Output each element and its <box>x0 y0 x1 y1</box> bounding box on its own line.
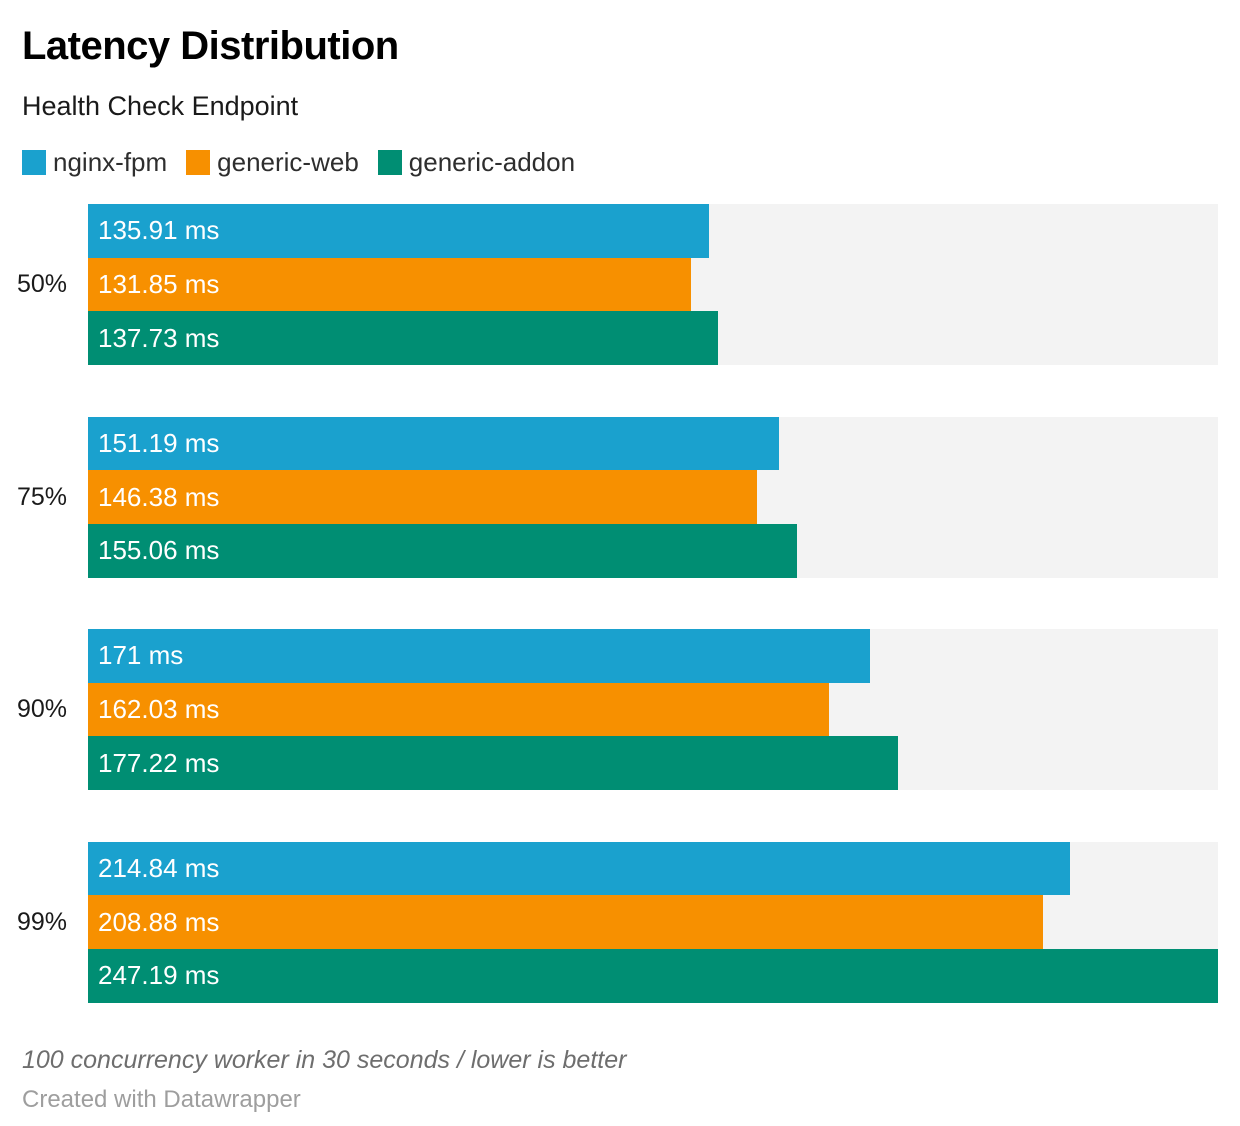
chart-note: 100 concurrency worker in 30 seconds / l… <box>22 1045 627 1074</box>
bar-value-label: 214.84 ms <box>98 852 220 883</box>
bar-value-label: 137.73 ms <box>98 322 220 353</box>
bar-nginx-fpm: 171 ms <box>88 629 870 683</box>
bar-nginx-fpm: 135.91 ms <box>88 204 710 258</box>
bar-nginx-fpm: 151.19 ms <box>88 416 780 471</box>
bar-value-label: 177.22 ms <box>98 747 220 778</box>
bar-row: 247.19 ms <box>88 948 1218 1003</box>
legend-item-generic-web: generic-web <box>186 149 359 175</box>
bar-row: 162.03 ms <box>88 682 1218 737</box>
bar-row: 155.06 ms <box>88 523 1218 578</box>
category-label: 90% <box>16 695 67 723</box>
bar-row: 177.22 ms <box>88 736 1218 791</box>
legend: nginx-fpm generic-web generic-addon <box>22 149 1218 175</box>
bar-group-99%: 99% 214.84 ms 208.88 ms 247.19 ms <box>16 841 1218 1003</box>
bar-row: 208.88 ms <box>88 895 1218 949</box>
legend-swatch-icon <box>186 149 211 175</box>
bar-group-90%: 90% 171 ms 162.03 ms 177.22 ms <box>16 629 1218 791</box>
legend-label: generic-addon <box>408 147 576 177</box>
bar-value-label: 247.19 ms <box>98 960 220 991</box>
bar-generic-addon: 137.73 ms <box>88 311 718 366</box>
bar-row: 214.84 ms <box>88 841 1218 896</box>
legend-label: nginx-fpm <box>53 147 168 177</box>
bar-value-label: 151.19 ms <box>98 427 220 458</box>
category-label: 99% <box>16 907 67 936</box>
bar-row: 135.91 ms <box>88 204 1218 258</box>
legend-item-generic-addon: generic-addon <box>377 147 576 177</box>
bar-generic-addon: 247.19 ms <box>88 948 1218 1003</box>
legend-swatch-icon <box>377 149 402 175</box>
bar-value-label: 146.38 ms <box>98 481 220 512</box>
bar-group-75%: 75% 151.19 ms 146.38 ms 155.06 ms <box>16 416 1218 578</box>
bar-value-label: 162.03 ms <box>98 694 220 724</box>
bar-generic-addon: 155.06 ms <box>88 523 797 578</box>
bar-nginx-fpm: 214.84 ms <box>88 841 1071 896</box>
legend-label: generic-web <box>217 147 359 177</box>
bar-track: 214.84 ms 208.88 ms 247.19 ms <box>88 841 1218 1003</box>
chart-title: Latency Distribution <box>22 24 399 68</box>
bar-value-label: 171 ms <box>98 640 184 671</box>
grouped-bar-chart: 50% 135.91 ms 131.85 ms 137.73 ms 75% 151.19 … <box>16 204 1218 1003</box>
bar-generic-web: 208.88 ms <box>88 895 1043 949</box>
bar-track: 135.91 ms 131.85 ms 137.73 ms <box>88 204 1218 366</box>
bar-group-50%: 50% 135.91 ms 131.85 ms 137.73 ms <box>16 204 1218 366</box>
category-label: 50% <box>16 270 67 298</box>
bar-value-label: 155.06 ms <box>98 535 220 566</box>
bar-value-label: 135.91 ms <box>98 215 220 246</box>
bar-row: 137.73 ms <box>88 311 1218 366</box>
legend-item-nginx-fpm: nginx-fpm <box>22 149 167 175</box>
bar-row: 151.19 ms <box>88 416 1218 471</box>
bar-generic-web: 131.85 ms <box>88 257 691 312</box>
bar-row: 171 ms <box>88 629 1218 683</box>
chart-subtitle: Health Check Endpoint <box>22 91 299 121</box>
bar-value-label: 131.85 ms <box>98 269 220 299</box>
bar-generic-web: 146.38 ms <box>88 470 758 524</box>
bar-generic-web: 162.03 ms <box>88 682 829 737</box>
legend-swatch-icon <box>22 149 46 175</box>
datawrapper-attribution: Created with Datawrapper <box>22 1085 301 1113</box>
category-label: 75% <box>16 482 67 511</box>
bar-generic-addon: 177.22 ms <box>88 736 899 791</box>
bar-track: 171 ms 162.03 ms 177.22 ms <box>88 629 1218 791</box>
bar-track: 151.19 ms 146.38 ms 155.06 ms <box>88 416 1218 578</box>
bar-row: 131.85 ms <box>88 257 1218 312</box>
bar-row: 146.38 ms <box>88 470 1218 524</box>
bar-value-label: 208.88 ms <box>98 906 220 937</box>
